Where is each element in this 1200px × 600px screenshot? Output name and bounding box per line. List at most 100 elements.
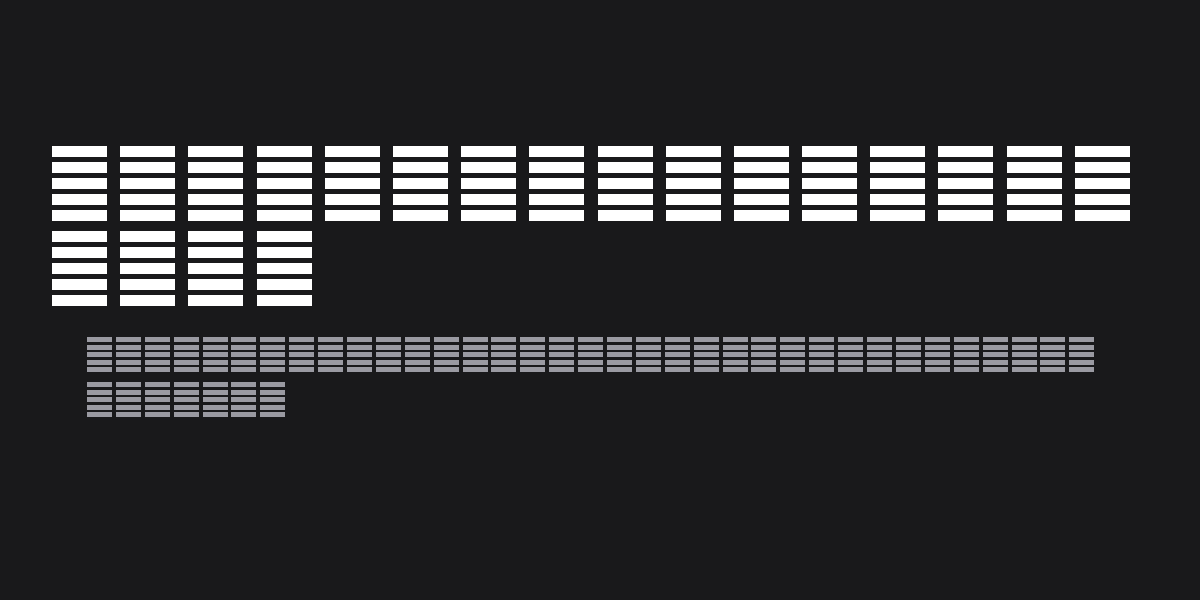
subheading-glyph-stroke (809, 367, 835, 372)
subheading-glyph-stroke (260, 389, 286, 395)
subheading-glyph-stroke (520, 337, 546, 342)
subheading-glyph (751, 337, 777, 372)
subheading-glyph-stroke (375, 352, 401, 357)
subheading-glyph-stroke (895, 344, 921, 350)
subheading-glyph-stroke (982, 359, 1008, 365)
subheading-glyph (115, 337, 141, 372)
subheading-glyph-stroke (693, 344, 719, 350)
subheading-glyph-stroke (347, 344, 373, 350)
subheading-glyph (404, 337, 430, 372)
subheading-glyph-stroke (1040, 367, 1066, 372)
subheading-glyph-stroke (202, 404, 228, 410)
subheading-glyph-stroke (260, 337, 286, 342)
subheading-glyph (87, 382, 112, 417)
heading-glyph-stroke (938, 146, 994, 157)
heading-glyph-stroke (256, 194, 312, 205)
heading-glyph-stroke (802, 146, 858, 157)
subheading-glyph-stroke (173, 389, 199, 395)
subheading-glyph-stroke (144, 352, 170, 357)
subheading-glyph-stroke (462, 352, 488, 357)
subheading-glyph-stroke (664, 359, 690, 365)
subheading-glyph-stroke (722, 352, 748, 357)
subheading-glyph-stroke (289, 359, 315, 365)
subheading-glyph-stroke (1011, 352, 1037, 357)
heading-glyph-stroke (529, 210, 585, 221)
subheading-glyph-stroke (1040, 359, 1066, 365)
subheading-glyph-stroke (722, 367, 748, 372)
heading-glyph (1074, 146, 1130, 223)
subheading-glyph-stroke (751, 337, 777, 342)
subheading-glyph-stroke (375, 367, 401, 372)
subheading-glyph-stroke (202, 389, 228, 395)
heading-glyph (120, 146, 176, 223)
subheading-glyph-stroke (260, 397, 286, 402)
subheading-glyph-stroke (635, 344, 661, 350)
heading-glyph-stroke (597, 194, 653, 205)
subheading-glyph-stroke (375, 337, 401, 342)
heading-glyph-stroke (733, 194, 789, 205)
subheading-glyph-stroke (491, 367, 517, 372)
subheading-glyph-stroke (173, 382, 199, 387)
heading-glyph (461, 146, 517, 223)
heading-glyph-stroke (188, 194, 244, 205)
subheading-glyph-stroke (1069, 367, 1095, 372)
subheading-glyph (347, 337, 373, 372)
subheading-glyph-stroke (607, 337, 633, 342)
subheading-glyph-stroke (115, 397, 141, 402)
subheading-glyph-stroke (260, 344, 286, 350)
subheading-glyph-stroke (202, 344, 228, 350)
subheading-glyph-stroke (347, 352, 373, 357)
subheading-glyph (289, 337, 315, 372)
subheading-glyph-stroke (231, 344, 257, 350)
subheading-glyph-stroke (231, 389, 257, 395)
heading-glyph-stroke (392, 162, 448, 173)
subheading-glyph-stroke (578, 344, 604, 350)
subheading-glyph-stroke (895, 352, 921, 357)
subheading-glyph-stroke (1011, 337, 1037, 342)
heading-glyph-stroke (324, 194, 380, 205)
subheading-glyph-stroke (780, 344, 806, 350)
heading-glyph-stroke (120, 210, 176, 221)
subheading-glyph-stroke (404, 337, 430, 342)
subheading-glyph-stroke (144, 404, 170, 410)
heading-glyph-stroke (938, 162, 994, 173)
subheading-glyph-stroke (87, 412, 112, 417)
heading-glyph-stroke (802, 178, 858, 189)
subheading-glyph-stroke (895, 367, 921, 372)
subheading-glyph-stroke (202, 397, 228, 402)
heading-glyph-stroke (529, 194, 585, 205)
subheading-glyph-stroke (173, 337, 199, 342)
subheading-glyph-stroke (115, 344, 141, 350)
subheading-glyph (924, 337, 950, 372)
subheading-glyph-stroke (607, 367, 633, 372)
subheading-glyph-stroke (462, 344, 488, 350)
subheading-glyph-stroke (87, 367, 112, 372)
subheading-glyph (1011, 337, 1037, 372)
subheading-glyph-stroke (607, 352, 633, 357)
subheading-glyph-stroke (607, 344, 633, 350)
subheading-glyph-stroke (433, 337, 459, 342)
subheading-glyph-stroke (838, 337, 864, 342)
subheading-glyph (895, 337, 921, 372)
heading-glyph-stroke (188, 295, 244, 306)
heading-glyph-stroke (324, 178, 380, 189)
subheading-glyph-stroke (780, 367, 806, 372)
subheading-glyph-stroke (289, 337, 315, 342)
subheading-glyph-stroke (318, 337, 344, 342)
subheading-glyph-stroke (404, 367, 430, 372)
subheading-glyph-stroke (462, 359, 488, 365)
subheading-glyph-stroke (722, 359, 748, 365)
subheading-glyph (87, 337, 112, 372)
subheading-glyph-stroke (867, 344, 893, 350)
subheading-glyph-stroke (144, 382, 170, 387)
heading-glyph-stroke (120, 162, 176, 173)
heading-glyph-stroke (1074, 210, 1130, 221)
subheading-glyph (809, 337, 835, 372)
subheading-glyph-stroke (260, 367, 286, 372)
subheading-glyph-stroke (491, 344, 517, 350)
heading-glyph (529, 146, 585, 223)
heading-glyph (938, 146, 994, 223)
subheading-glyph (231, 337, 257, 372)
heading-glyph-stroke (461, 194, 517, 205)
subheading-glyph-stroke (318, 367, 344, 372)
